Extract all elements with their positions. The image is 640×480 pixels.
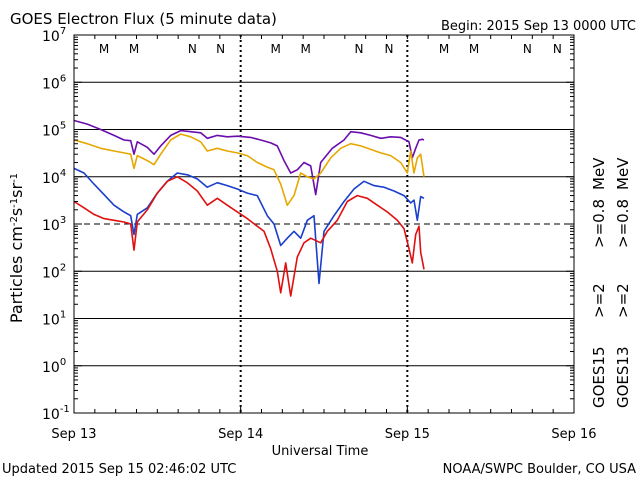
y-tick-label: 10-1 <box>42 404 70 423</box>
x-tick-label: Sep 16 <box>551 427 596 442</box>
magnetopause-marker: M <box>469 42 479 56</box>
magnetopause-marker: M <box>129 42 139 56</box>
magnetopause-marker: N <box>188 42 197 56</box>
x-tick-label: Sep 15 <box>385 427 430 442</box>
series-line <box>73 133 425 206</box>
legend-mev-unit: MeV <box>590 157 608 190</box>
begin-date: Begin: 2015 Sep 13 0000 UTC <box>441 19 636 34</box>
series-lines <box>73 119 425 297</box>
magnetopause-marker: M <box>300 42 310 56</box>
series-line <box>73 167 425 285</box>
magnetopause-marker: N <box>216 42 225 56</box>
series-line <box>73 176 425 297</box>
y-tick-label: 106 <box>42 73 66 92</box>
y-axis-label: Particles cm-2s-1sr-1 <box>7 173 26 323</box>
x-tick-label: Sep 14 <box>218 427 263 442</box>
legend-goes13-ge08: >=0.8 <box>614 199 632 248</box>
updated-timestamp: Updated 2015 Sep 15 02:46:02 UTC <box>2 462 236 477</box>
x-tick-label: Sep 13 <box>51 427 96 442</box>
y-tick-label: 100 <box>42 357 66 376</box>
y-tick-label: 107 <box>42 26 66 45</box>
legend-goes15: GOES15 <box>590 346 608 408</box>
legend: GOES15 GOES13 >=2 >=2 >=0.8 >=0.8 MeV MeV <box>590 157 632 408</box>
magnetopause-marker: N <box>523 42 532 56</box>
magnetopause-marker: N <box>385 42 394 56</box>
y-tick-label: 103 <box>42 215 66 234</box>
day-dividers <box>239 35 409 413</box>
magnetopause-marker: N <box>355 42 364 56</box>
legend-goes13-ge2: >=2 <box>614 283 632 318</box>
x-axis-label: Universal Time <box>272 444 369 459</box>
y-tick-label: 101 <box>42 310 66 329</box>
magnetopause-marker: N <box>553 42 562 56</box>
legend-goes15-ge08: >=0.8 <box>590 199 608 248</box>
legend-goes13: GOES13 <box>614 346 632 408</box>
y-tick-label: 102 <box>42 262 66 281</box>
axes: 107 106 105 104 103 102 101 100 10-1 Sep 13 Sep 14… <box>42 26 597 442</box>
chart-title: GOES Electron Flux (5 minute data) <box>10 10 277 28</box>
legend-goes15-ge2: >=2 <box>590 283 608 318</box>
gridlines <box>74 81 574 367</box>
magnetopause-marker: M <box>99 42 109 56</box>
magnetopause-marker: M <box>270 42 280 56</box>
y-tick-label: 105 <box>42 121 66 140</box>
y-tick-label: 104 <box>42 168 66 187</box>
magnetopause-marker: M <box>439 42 449 56</box>
credit-label: NOAA/SWPC Boulder, CO USA <box>443 462 636 477</box>
legend-mev-unit: MeV <box>614 157 632 190</box>
series-line <box>73 119 425 196</box>
